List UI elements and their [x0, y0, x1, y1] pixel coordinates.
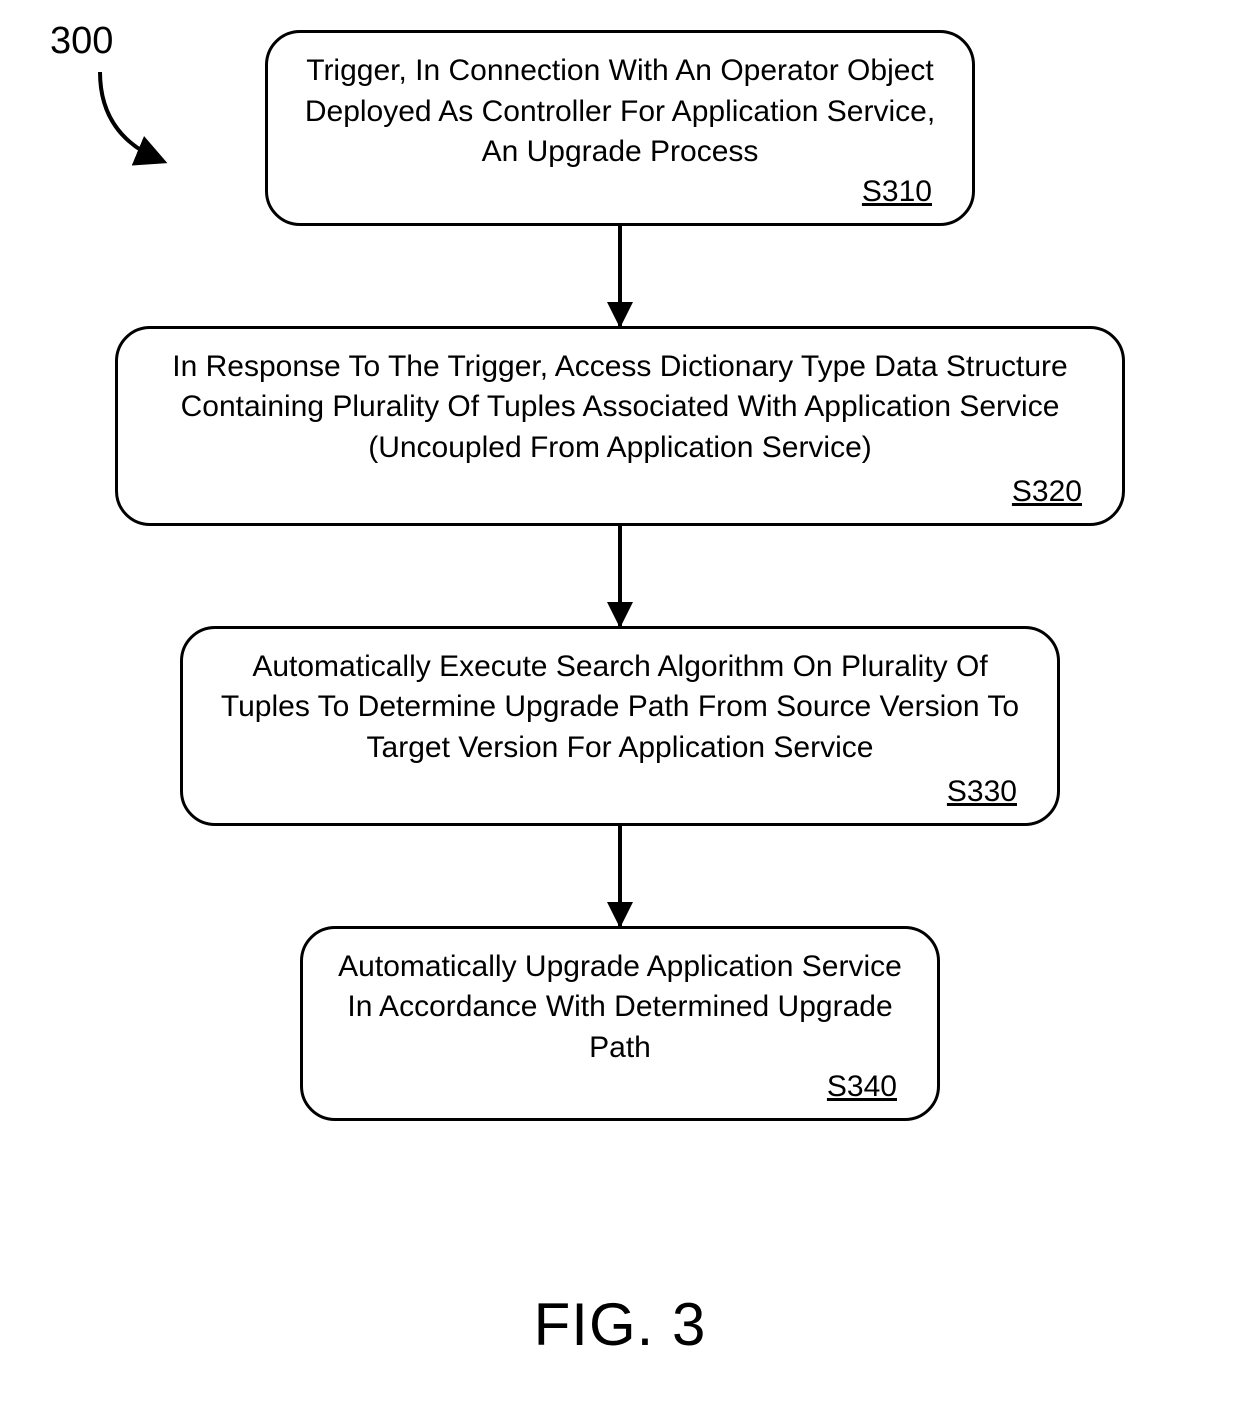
flowchart-container: Trigger, In Connection With An Operator …: [115, 30, 1125, 1121]
step-text: Automatically Upgrade Application Servic…: [333, 947, 907, 1069]
step-box-s320: In Response To The Trigger, Access Dicti…: [115, 326, 1125, 526]
step-box-s330: Automatically Execute Search Algorithm O…: [180, 626, 1060, 826]
step-label: S330: [947, 775, 1017, 809]
step-label: S340: [827, 1070, 897, 1104]
step-label: S310: [862, 175, 932, 209]
figure-caption: FIG. 3: [534, 1290, 707, 1359]
step-text: In Response To The Trigger, Access Dicti…: [148, 347, 1092, 469]
step-box-s310: Trigger, In Connection With An Operator …: [265, 30, 975, 226]
step-text: Trigger, In Connection With An Operator …: [298, 51, 942, 173]
connector-arrow: [618, 226, 622, 326]
step-box-s340: Automatically Upgrade Application Servic…: [300, 926, 940, 1122]
connector-arrow: [618, 826, 622, 926]
step-label: S320: [1012, 475, 1082, 509]
step-text: Automatically Execute Search Algorithm O…: [213, 647, 1027, 769]
connector-arrow: [618, 526, 622, 626]
